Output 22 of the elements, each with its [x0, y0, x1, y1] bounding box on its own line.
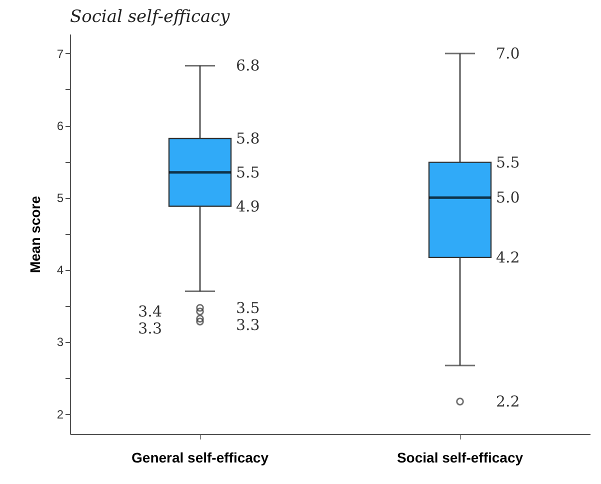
annotation: 3.3 — [236, 316, 260, 334]
y-axis-title: Mean score — [26, 196, 43, 274]
y-tick-label: 6 — [56, 119, 64, 134]
y-tick-label: 2 — [56, 407, 64, 422]
annotation: 4.9 — [236, 197, 260, 216]
y-tick-label: 4 — [56, 263, 64, 278]
annotation: 5.5 — [496, 153, 520, 172]
annotation: 5.8 — [236, 130, 260, 148]
annotation: 5.0 — [496, 188, 520, 207]
y-tick-label: 5 — [56, 191, 64, 206]
annotation: 3.3 — [138, 319, 162, 338]
chart-title: Social self-efficacy — [70, 7, 230, 27]
annotation: 7.0 — [496, 44, 520, 62]
x-tick-label: General self-efficacy — [132, 450, 269, 466]
annotation: 3.5 — [236, 298, 260, 317]
annotation: 4.2 — [496, 248, 520, 266]
annotation: 2.2 — [496, 392, 520, 411]
y-tick-label: 7 — [56, 46, 64, 61]
y-tick-label: 3 — [56, 335, 64, 350]
annotation: 3.4 — [138, 302, 162, 320]
annotation: 5.5 — [236, 163, 260, 182]
annotation: 6.8 — [236, 56, 260, 75]
